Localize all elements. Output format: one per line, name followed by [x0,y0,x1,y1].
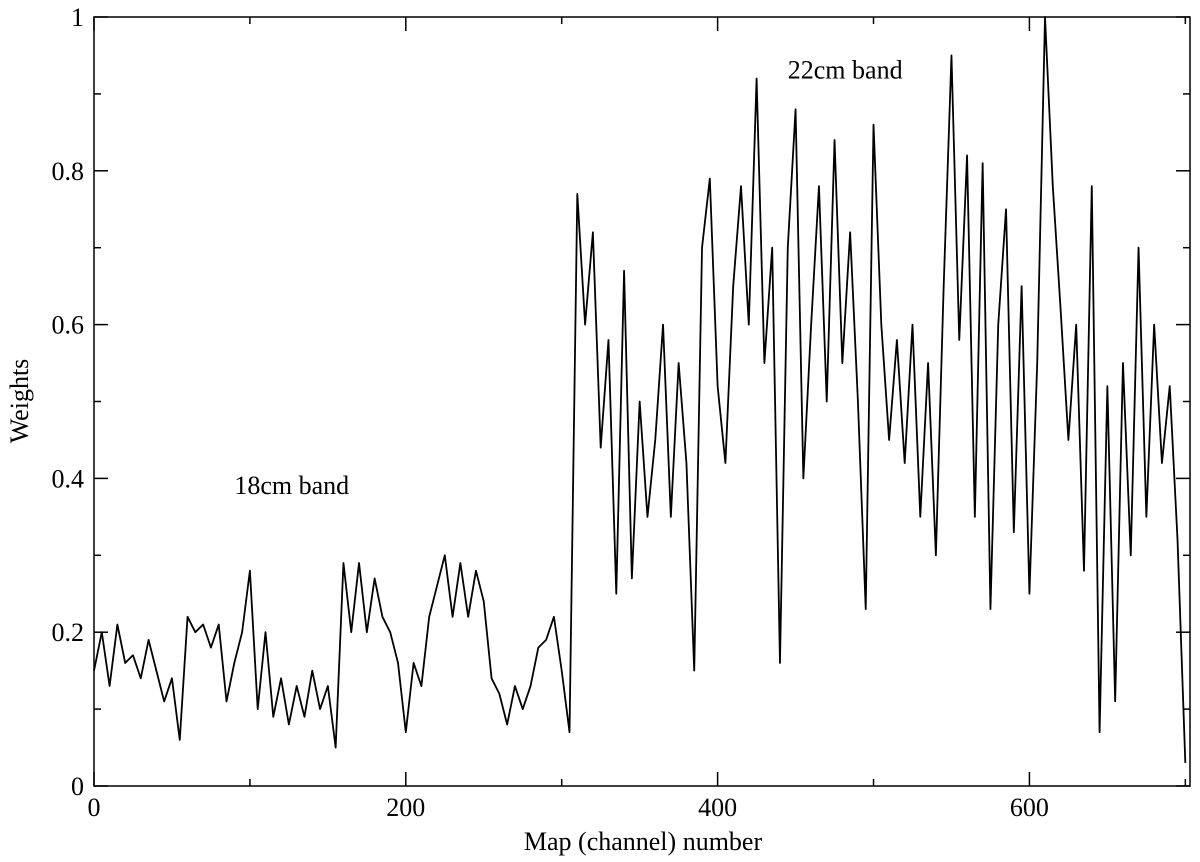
annotation: 22cm band [788,56,903,85]
y-tick-label: 0.8 [52,157,85,186]
y-tick-label: 0 [71,772,84,801]
x-axis-label: Map (channel) number [524,827,763,856]
y-tick-label: 0.4 [52,464,85,493]
annotation: 18cm band [234,471,349,500]
x-tick-label: 600 [1010,793,1049,822]
y-tick-label: 0.2 [52,618,85,647]
x-tick-label: 200 [386,793,425,822]
x-tick-label: 400 [698,793,737,822]
x-tick-label: 0 [88,793,101,822]
y-axis-label: Weights [5,359,34,444]
plot-frame [93,16,1191,787]
y-tick-label: 0.6 [52,311,85,340]
data-line [93,16,1187,763]
y-tick-label: 1 [71,3,84,32]
